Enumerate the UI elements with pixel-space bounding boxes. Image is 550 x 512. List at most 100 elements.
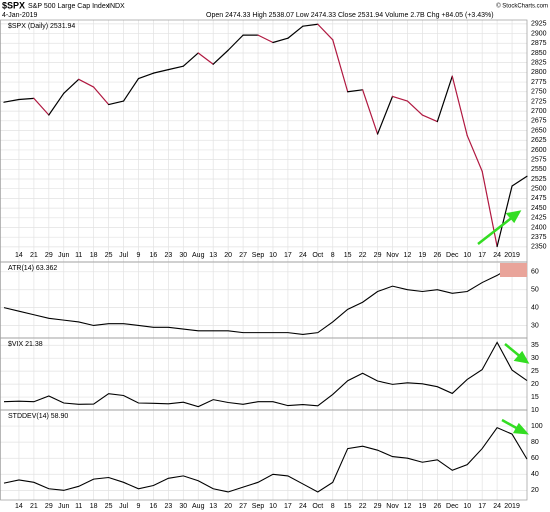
y-tick-label: 2600: [531, 147, 547, 154]
x-tick-label: 16: [150, 503, 158, 510]
price-segment: [287, 25, 304, 39]
panel-frame: [0, 261, 528, 339]
x-tick-label: Dec: [446, 503, 459, 510]
y-tick-label: 2675: [531, 118, 547, 125]
x-tick-label: Dec: [446, 252, 459, 259]
x-tick-label: 10: [269, 252, 277, 259]
price-segment: [317, 23, 334, 41]
x-tick-label: 10: [463, 252, 471, 259]
x-tick-label: 29: [374, 503, 382, 510]
x-tick-label: 14: [15, 252, 23, 259]
x-tick-label: 17: [478, 252, 486, 259]
price-segment: [376, 95, 394, 135]
y-tick-label: 2650: [531, 127, 547, 134]
x-tick-label: 17: [284, 503, 292, 510]
y-tick-label: 60: [531, 455, 539, 462]
price-segment: [362, 89, 379, 135]
x-tick-label: 22: [359, 252, 367, 259]
y-tick-label: 2750: [531, 89, 547, 96]
x-tick-label: 18: [90, 503, 98, 510]
price-segment: [302, 23, 319, 27]
y-tick-label: 2775: [531, 79, 547, 86]
arrow-head: [512, 422, 529, 435]
panel-title: ATR(14) 63.362: [8, 265, 57, 272]
x-tick-label: 30: [179, 252, 187, 259]
x-tick-label: Nov: [386, 252, 399, 259]
y-tick-label: 2625: [531, 137, 547, 144]
panel-title: $SPX (Daily) 2531.94: [8, 23, 75, 30]
x-tick-label: 20: [224, 503, 232, 510]
y-tick-label: 2375: [531, 234, 547, 241]
price-segment: [93, 86, 110, 106]
x-tick-label: 24: [299, 252, 307, 259]
price-segment: [227, 34, 244, 51]
indicator-line: [3, 426, 528, 493]
y-tick-label: 2425: [531, 215, 547, 222]
arrow: [477, 215, 515, 245]
x-tick-label: 20: [224, 252, 232, 259]
x-tick-label: 8: [331, 503, 335, 510]
x-tick-label: 2019: [504, 252, 520, 259]
x-tick-label: 9: [137, 503, 141, 510]
x-tick-label: 17: [478, 503, 486, 510]
index-name: S&P 500 Large Cap Index: [28, 3, 110, 10]
x-tick-label: 19: [419, 252, 427, 259]
y-tick-label: 60: [531, 269, 539, 276]
price-segment: [3, 98, 20, 103]
annotations: [477, 210, 530, 435]
price-segment: [421, 114, 438, 123]
price-segment: [511, 175, 528, 187]
panel-title: $VIX 21.38: [8, 341, 43, 348]
y-tick-label: 2900: [531, 30, 547, 37]
y-tick-label: 10: [531, 407, 539, 414]
x-tick-label: 15: [344, 503, 352, 510]
x-tick-label: 30: [179, 503, 187, 510]
price-segment: [466, 134, 483, 172]
y-tick-label: 40: [531, 304, 539, 311]
price-segment: [257, 34, 274, 44]
indicator-line: [3, 265, 528, 335]
x-tick-label: 2019: [504, 503, 520, 510]
price-segment: [272, 37, 289, 44]
x-tick-label: Aug: [192, 503, 205, 510]
date: 4-Jan-2019: [2, 12, 38, 19]
price-segment: [496, 185, 513, 248]
x-tick-label: 8: [331, 252, 335, 259]
x-tick-label: 29: [374, 252, 382, 259]
exchange: INDX: [108, 3, 125, 10]
x-tick-label: 23: [164, 503, 172, 510]
arrow-head: [505, 210, 522, 224]
y-tick-label: 20: [531, 381, 539, 388]
quote: Open 2474.33 High 2538.07 Low 2474.33 Cl…: [206, 12, 494, 19]
price-segment: [33, 97, 50, 116]
x-tick-label: Sep: [252, 252, 265, 259]
x-tick-label: 29: [45, 503, 53, 510]
price-segment: [63, 78, 80, 94]
price-segment: [78, 78, 95, 88]
y-tick-label: 100: [531, 423, 543, 430]
price-segment: [182, 52, 199, 67]
y-tick-label: 50: [531, 287, 539, 294]
x-tick-label: 24: [493, 252, 501, 259]
x-tick-label: 26: [433, 503, 441, 510]
y-tick-label: 2850: [531, 50, 547, 57]
x-tick-label: 25: [105, 503, 113, 510]
price-segment: [332, 39, 349, 93]
y-tick-label: 2550: [531, 166, 547, 173]
x-tick-label: 12: [404, 252, 412, 259]
y-tick-label: 2700: [531, 108, 547, 115]
y-tick-label: 30: [531, 322, 539, 329]
panel-frame: [0, 19, 528, 263]
y-tick-label: 20: [531, 487, 539, 494]
y-tick-label: 2575: [531, 156, 547, 163]
arrow-head: [513, 350, 530, 364]
y-tick-label: 2450: [531, 205, 547, 212]
price-segment: [436, 75, 453, 123]
y-tick-label: 2925: [531, 21, 547, 28]
y-tick-label: 2475: [531, 195, 547, 202]
x-tick-label: 11: [75, 503, 82, 510]
price-segment: [481, 170, 498, 248]
price-segment: [391, 95, 409, 102]
x-tick-label: Oct: [312, 503, 323, 510]
price-segment: [48, 92, 65, 116]
